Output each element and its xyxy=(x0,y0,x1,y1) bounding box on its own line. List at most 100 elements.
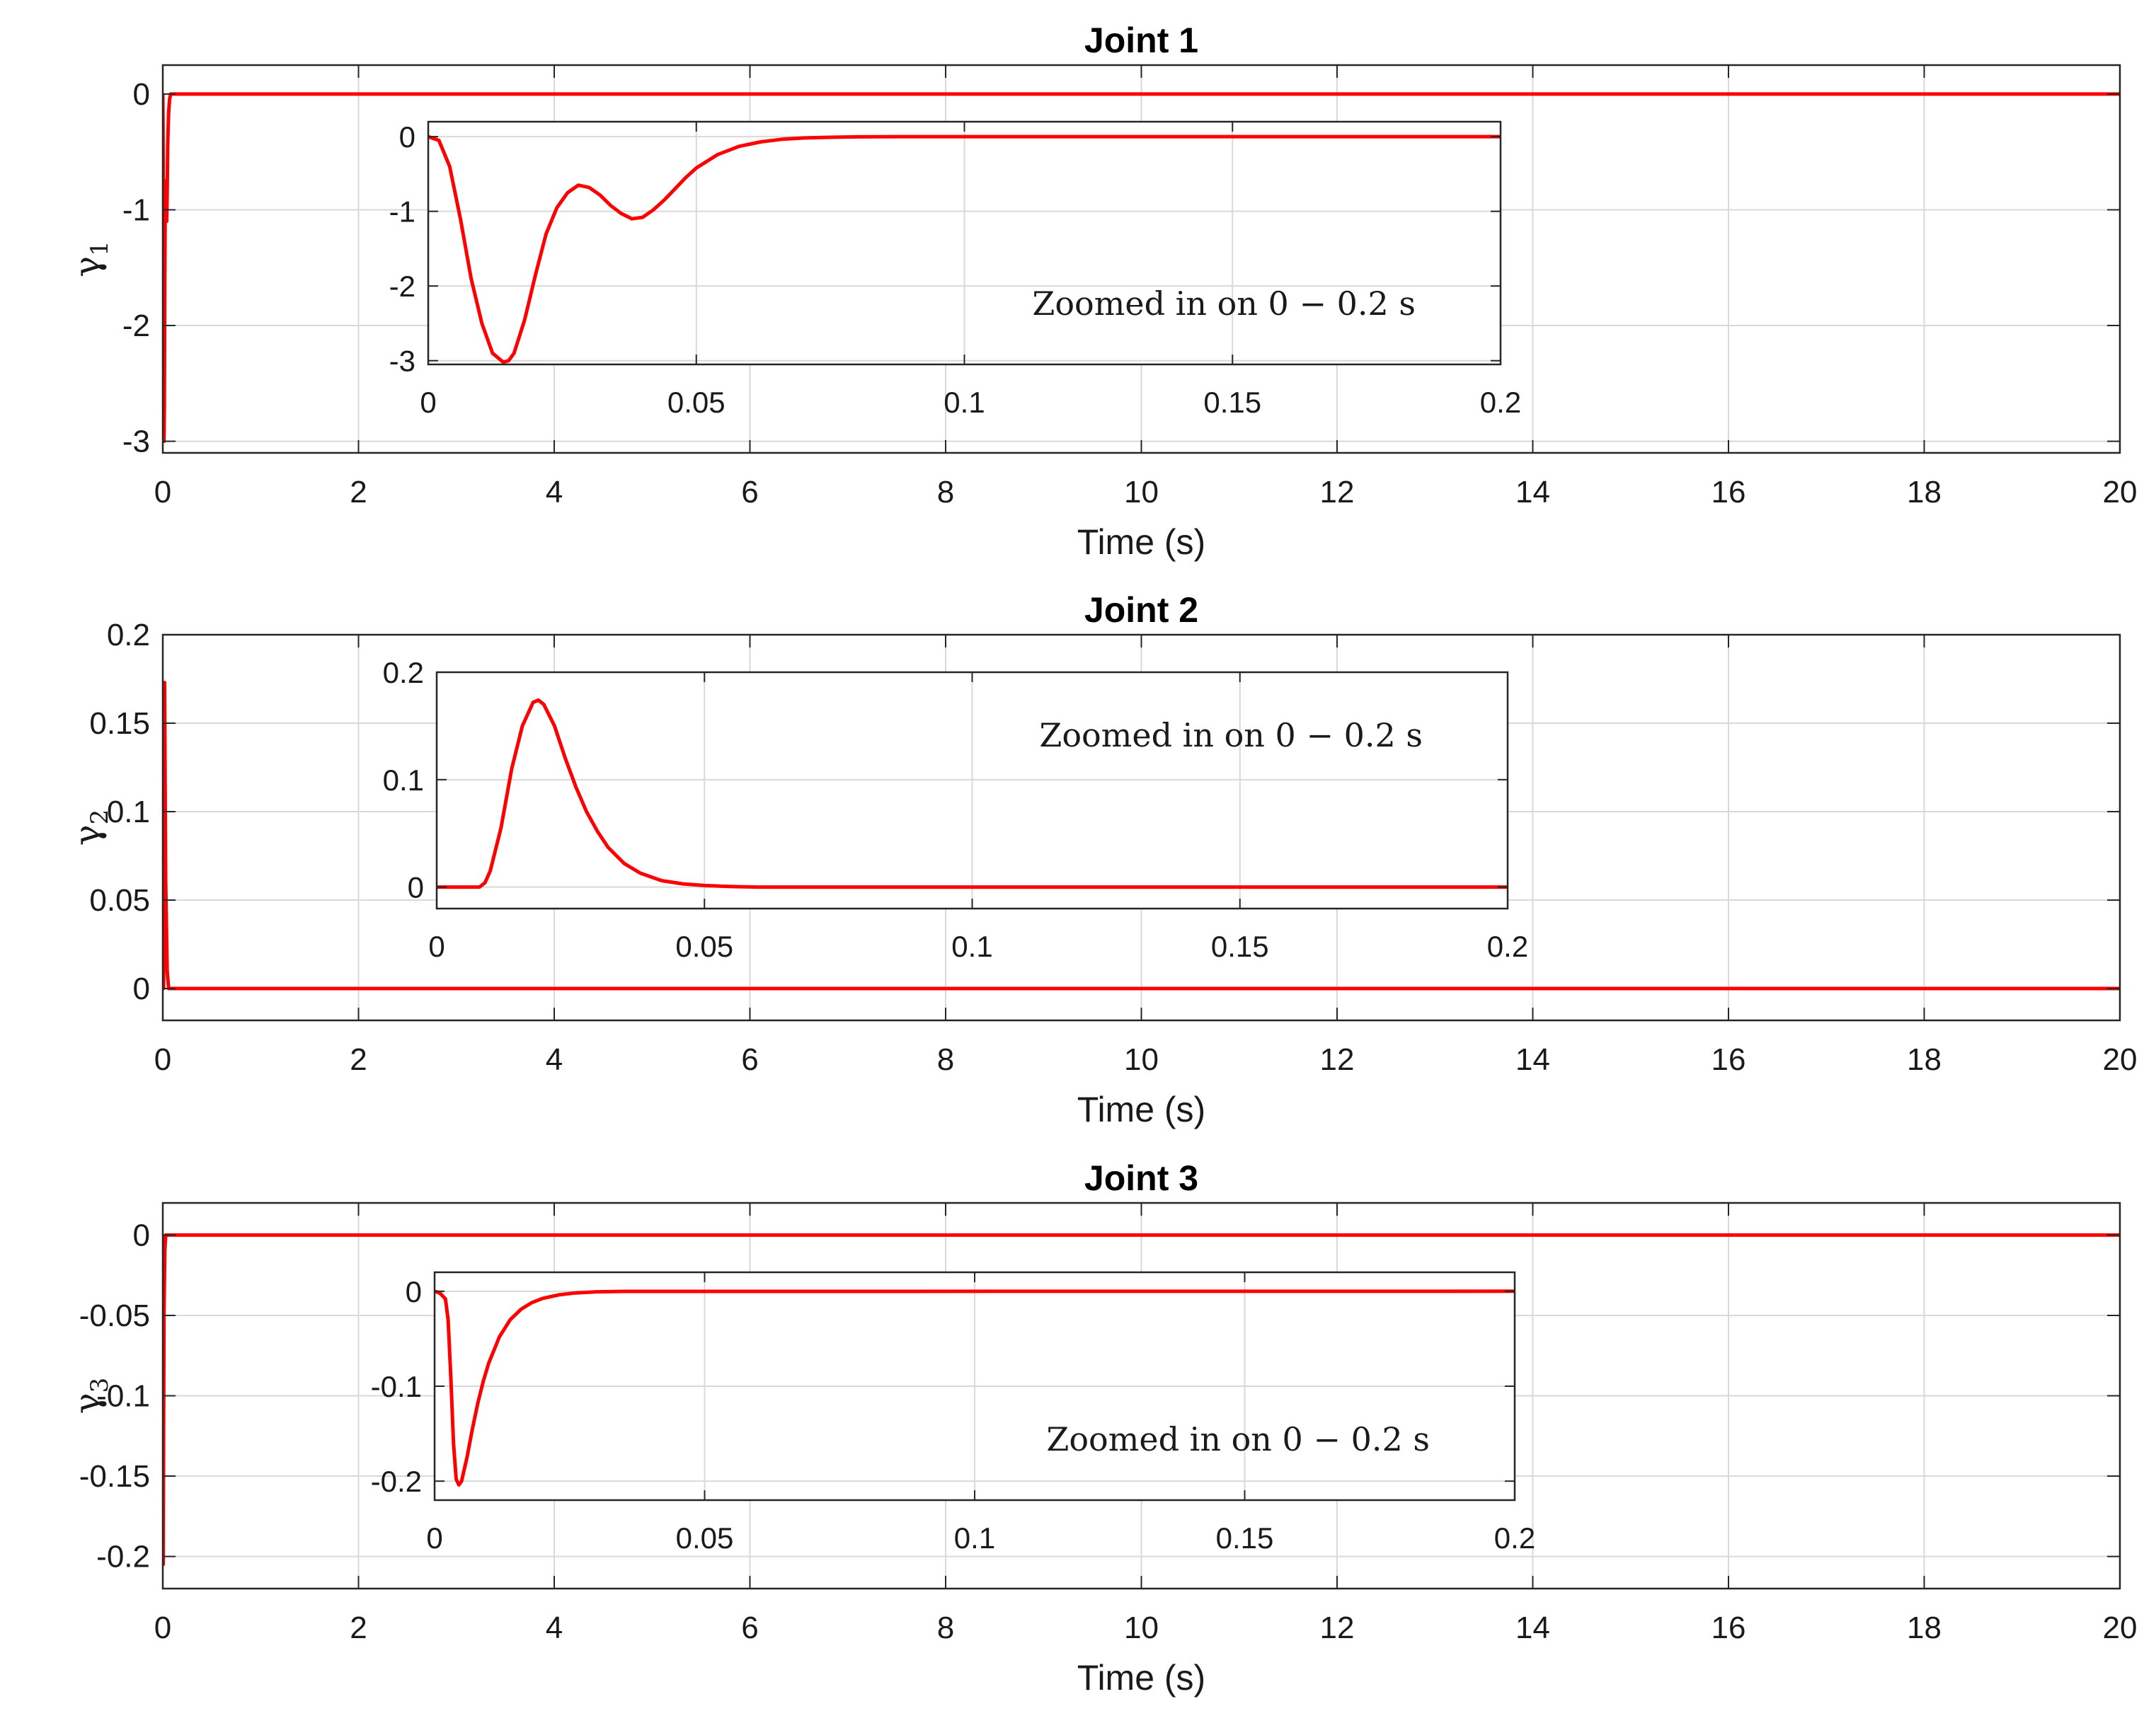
series-line xyxy=(435,1289,1515,1487)
y-tick-label: -0.1 xyxy=(96,1379,150,1414)
x-tick-label: 0.2 xyxy=(1480,386,1521,419)
x-tick-label: 0 xyxy=(154,1042,171,1077)
axes-frame xyxy=(161,633,2121,1022)
x-tick-label: 0.2 xyxy=(1487,930,1528,963)
y-tick-label: -0.15 xyxy=(79,1459,150,1494)
x-tick-label: 0.1 xyxy=(954,1521,995,1555)
y-axis-label-subscript: 3 xyxy=(86,1378,114,1393)
x-tick-label: 2 xyxy=(350,1611,367,1645)
chart-title: Joint 3 xyxy=(1084,1158,1198,1198)
x-tick-label: 0.05 xyxy=(676,1521,734,1555)
x-tick-label: 14 xyxy=(1515,1611,1550,1645)
y-tick-label: 0.05 xyxy=(89,883,150,918)
x-tick-label: 12 xyxy=(1320,475,1355,509)
y-tick-label: -3 xyxy=(122,425,150,459)
x-tick-label: 0.1 xyxy=(944,386,985,419)
inset-axes-1: 0 0.05 0.1 0.15 0.2 -3 -2 -1 0 Zoomed in on 0 − 0… xyxy=(389,120,1522,419)
x-tick-label: 10 xyxy=(1124,475,1159,509)
y-tick-label: -0.05 xyxy=(79,1298,150,1333)
x-tick-label: 20 xyxy=(2103,1042,2138,1077)
x-tick-label: 14 xyxy=(1515,475,1550,509)
axes-frame xyxy=(427,120,1502,366)
y-tick-label: -0.1 xyxy=(371,1370,422,1403)
y-tick-label: -0.2 xyxy=(96,1540,150,1574)
x-tick-label: 10 xyxy=(1124,1611,1159,1645)
x-tick-label: 6 xyxy=(741,475,758,509)
y-tick-label: -1 xyxy=(389,195,415,229)
inset-annotation: Zoomed in on 0 − 0.2 s xyxy=(1039,716,1423,754)
chart-title: Joint 2 xyxy=(1084,590,1198,630)
x-tick-label: 10 xyxy=(1124,1042,1159,1077)
series-line xyxy=(428,134,1501,364)
x-tick-label: 0.2 xyxy=(1494,1521,1535,1555)
y-tick-label: -0.2 xyxy=(371,1465,422,1498)
x-tick-label: 16 xyxy=(1711,1042,1746,1077)
inset-axes-2: 0 0.05 0.1 0.15 0.2 0 0.1 0.2 Zoomed in on 0 − 0… xyxy=(383,656,1529,963)
axes-frame xyxy=(161,64,2121,454)
x-tick-label: 20 xyxy=(2103,1611,2138,1645)
x-tick-label: 6 xyxy=(741,1042,758,1077)
x-tick-label: 4 xyxy=(546,1042,563,1077)
x-tick-label: 0.15 xyxy=(1203,386,1261,419)
x-tick-label: 20 xyxy=(2103,475,2138,509)
x-tick-label: 0 xyxy=(428,930,445,963)
x-tick-label: 18 xyxy=(1907,475,1942,509)
y-axis-label: γ1 xyxy=(67,241,114,277)
series-line xyxy=(437,698,1508,889)
x-tick-label: 0 xyxy=(154,1611,171,1645)
y-axis-label-subscript: 2 xyxy=(86,810,114,825)
y-axis-label-base: γ xyxy=(67,1393,108,1414)
x-tick-label: 0 xyxy=(426,1521,442,1555)
x-tick-label: 0.15 xyxy=(1211,930,1269,963)
x-tick-label: 18 xyxy=(1907,1042,1942,1077)
chart-title: Joint 1 xyxy=(1084,21,1198,60)
x-axis-label: Time (s) xyxy=(1077,1090,1205,1129)
inset-axes-3: 0 0.05 0.1 0.15 0.2 -0.2 -0.1 0 Zoomed in on 0 −… xyxy=(371,1271,1535,1555)
inset-annotation: Zoomed in on 0 − 0.2 s xyxy=(1046,1420,1430,1458)
y-tick-label: 0 xyxy=(406,1275,422,1308)
x-axis-label: Time (s) xyxy=(1077,522,1205,562)
inset-annotation: Zoomed in on 0 − 0.2 s xyxy=(1032,284,1416,323)
x-axis-label: Time (s) xyxy=(1077,1658,1205,1698)
x-tick-label: 4 xyxy=(546,475,563,509)
x-tick-label: 16 xyxy=(1711,475,1746,509)
y-axis-label-subscript: 1 xyxy=(86,241,114,256)
y-tick-label: 0.1 xyxy=(383,764,424,797)
x-tick-label: 2 xyxy=(350,1042,367,1077)
y-tick-label: -3 xyxy=(389,345,415,378)
x-tick-label: 2 xyxy=(350,475,367,509)
x-tick-label: 18 xyxy=(1907,1611,1942,1645)
x-tick-label: 0.1 xyxy=(951,930,992,963)
y-tick-label: 0 xyxy=(133,972,150,1006)
axes-frame xyxy=(161,1202,2121,1590)
axes-frame xyxy=(435,671,1509,910)
y-tick-label: -2 xyxy=(389,270,415,303)
y-tick-label: 0 xyxy=(408,871,424,904)
y-tick-label: 0.1 xyxy=(107,795,150,829)
x-tick-label: 0.15 xyxy=(1216,1521,1274,1555)
y-tick-label: 0.2 xyxy=(383,656,424,689)
x-tick-label: 14 xyxy=(1515,1042,1550,1077)
x-tick-label: 0.05 xyxy=(667,386,726,419)
y-axis-label: γ3 xyxy=(67,1378,114,1415)
x-tick-label: 8 xyxy=(937,1042,954,1077)
y-tick-label: -1 xyxy=(122,192,150,227)
y-axis-label-base: γ xyxy=(67,256,108,277)
axes-frame xyxy=(433,1271,1516,1502)
x-tick-label: 12 xyxy=(1320,1611,1355,1645)
y-axis-label: γ2 xyxy=(67,810,114,846)
y-tick-label: 0.2 xyxy=(107,618,150,652)
x-tick-label: 0 xyxy=(154,475,171,509)
x-tick-label: 0.05 xyxy=(675,930,733,963)
y-tick-label: 0.15 xyxy=(89,706,150,741)
x-tick-label: 8 xyxy=(937,1611,954,1645)
y-tick-label: 0 xyxy=(133,1218,150,1252)
x-tick-label: 6 xyxy=(741,1611,758,1645)
x-tick-label: 0 xyxy=(420,386,436,419)
y-tick-label: 0 xyxy=(399,120,415,154)
y-axis-label-base: γ xyxy=(67,824,108,846)
y-tick-label: -2 xyxy=(122,309,150,343)
x-tick-label: 4 xyxy=(546,1611,563,1645)
x-tick-label: 12 xyxy=(1320,1042,1355,1077)
